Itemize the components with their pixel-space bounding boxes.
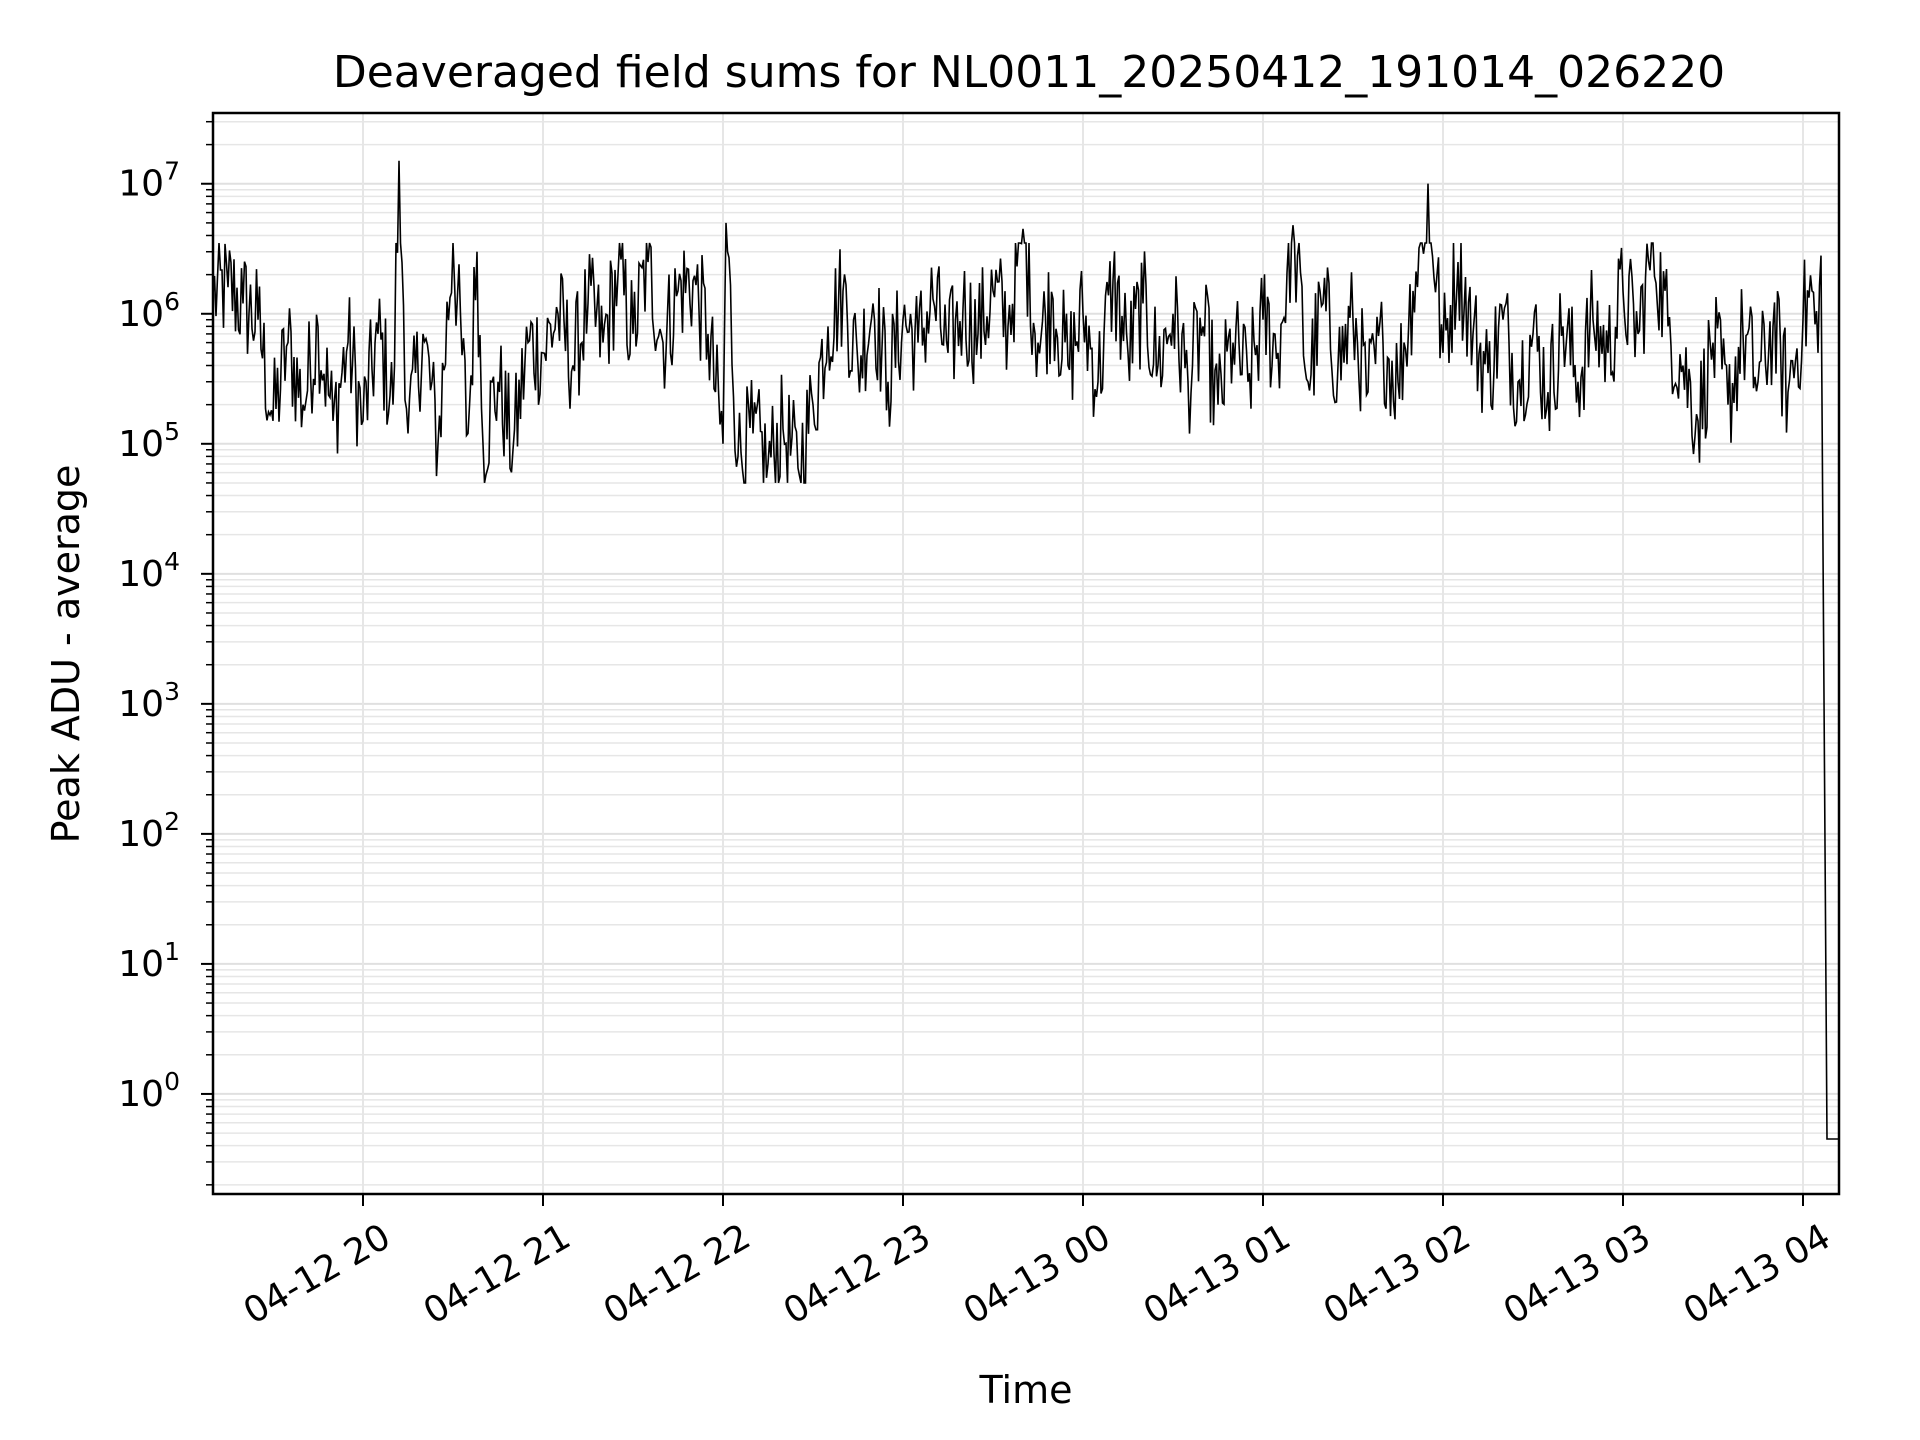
x-axis-ticks: 04-12 20 04-12 21 04-12 22 04-12 23 04-13 00… — [237, 1194, 1838, 1333]
y-tick-label: 101 — [118, 937, 180, 985]
y-tick-label: 104 — [118, 547, 180, 595]
x-tick-label: 04-12 22 — [597, 1216, 758, 1332]
x-tick-label: 04-12 21 — [417, 1216, 578, 1332]
y-tick-label: 100 — [118, 1067, 180, 1115]
x-tick-label: 04-13 02 — [1317, 1216, 1478, 1332]
y-tick-label: 105 — [118, 417, 180, 465]
y-tick-label: 103 — [118, 677, 180, 725]
x-axis-label: Time — [979, 1368, 1073, 1412]
y-tick-label: 106 — [118, 287, 180, 335]
x-tick-label: 04-12 23 — [777, 1216, 938, 1332]
y-axis-ticks: 100 101 102 103 104 105 106 107 — [118, 120, 213, 1186]
series-line — [212, 160, 1839, 1140]
x-tick-label: 04-13 04 — [1677, 1216, 1838, 1332]
plot-area-frame — [211, 111, 1841, 1196]
chart-title: Deaveraged field sums for NL0011_2025041… — [333, 47, 1725, 98]
x-tick-label: 04-12 20 — [237, 1216, 398, 1332]
x-tick-label: 04-13 00 — [957, 1216, 1118, 1332]
y-tick-label: 107 — [118, 157, 180, 205]
grid — [213, 113, 1839, 1194]
y-tick-label: 102 — [118, 807, 180, 855]
x-tick-label: 04-13 03 — [1497, 1216, 1658, 1332]
x-tick-label: 04-13 01 — [1137, 1216, 1298, 1332]
y-axis-label: Peak ADU - average — [44, 465, 88, 844]
